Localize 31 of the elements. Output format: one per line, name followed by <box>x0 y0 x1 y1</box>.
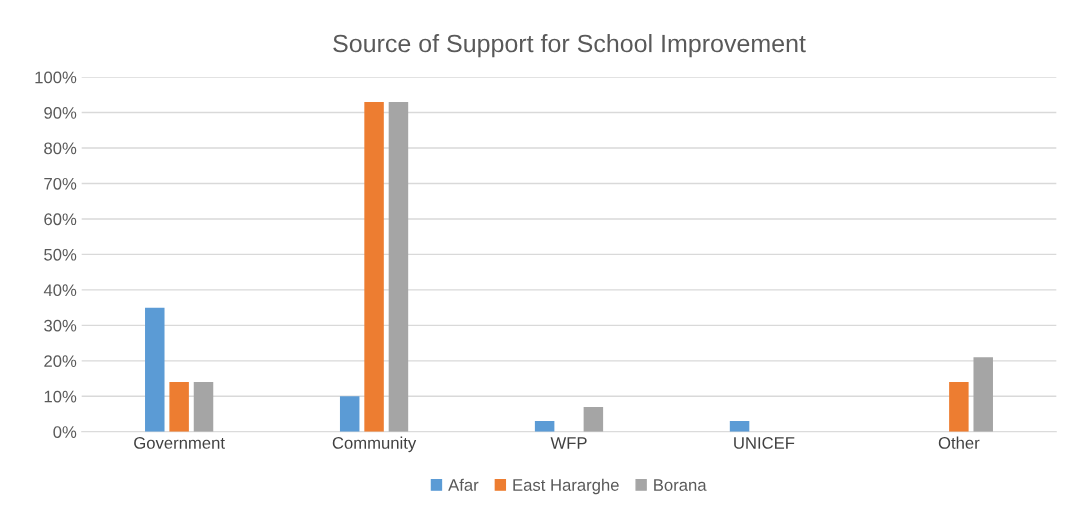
y-tick-label: 20% <box>44 355 77 368</box>
bar <box>339 396 360 432</box>
bar <box>364 101 384 432</box>
y-tick-label: 0% <box>53 426 77 438</box>
y-tick-label: 10% <box>44 390 77 403</box>
bar <box>949 382 969 432</box>
x-tick-label: Government <box>134 437 225 449</box>
bar <box>973 357 993 432</box>
bar <box>388 101 409 432</box>
bar <box>583 406 604 432</box>
chart-title: Source of Support for School Improvement <box>333 33 806 58</box>
x-tick-label: Community <box>332 436 417 453</box>
y-tick-label: 70% <box>44 177 77 190</box>
bar <box>193 382 214 432</box>
y-tick-label: 80% <box>44 142 77 155</box>
legend-label: Borana <box>654 479 707 491</box>
x-tick-label: UNICEF <box>734 437 795 449</box>
bar <box>169 382 189 432</box>
y-tick-label: 100% <box>35 71 77 84</box>
bar <box>534 421 555 432</box>
x-tick-label: Other <box>938 436 980 449</box>
y-tick-label: 30% <box>44 319 77 332</box>
bar <box>145 307 165 432</box>
legend-label: Afar <box>448 478 479 491</box>
y-tick-label: 60% <box>44 213 77 226</box>
y-tick-label: 50% <box>44 248 77 261</box>
bar <box>729 421 750 432</box>
legend-label: East Hararghe <box>513 478 619 495</box>
y-tick-label: 40% <box>43 284 77 297</box>
x-tick-label: WFP <box>550 437 587 449</box>
y-tick-label: 90% <box>44 106 77 119</box>
